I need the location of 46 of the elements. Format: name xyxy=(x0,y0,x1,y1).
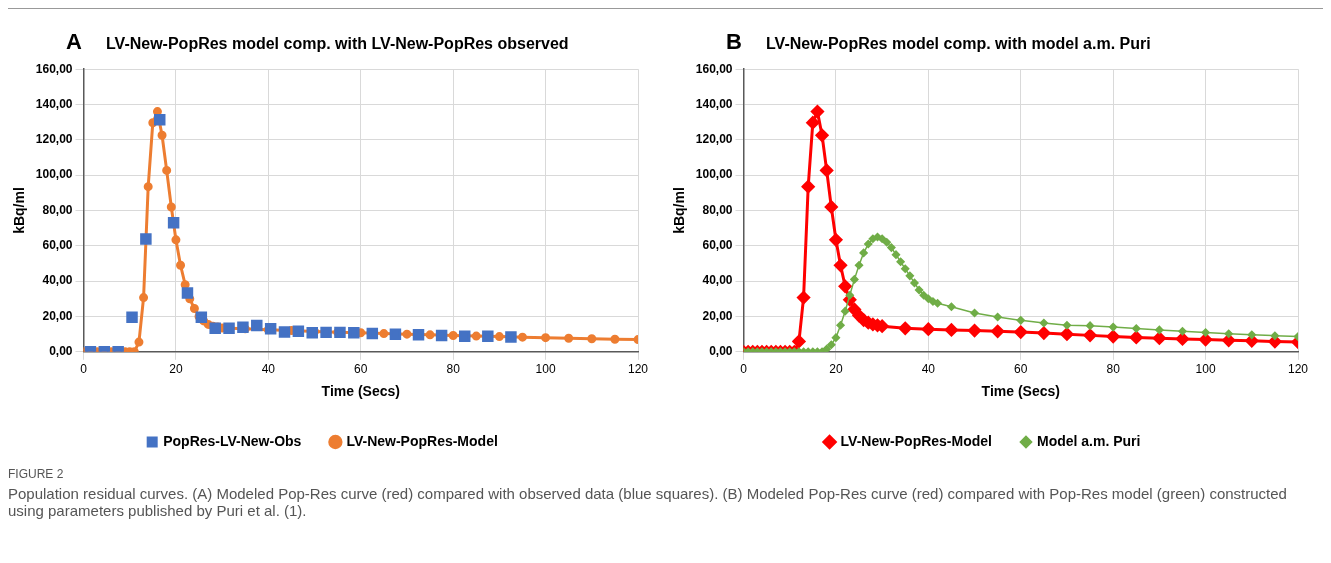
text: B xyxy=(726,29,743,55)
y-tick-label: 140,00 xyxy=(35,96,73,111)
y-tick-label: 20,00 xyxy=(42,308,73,323)
x-tick-label: 120 xyxy=(627,362,649,377)
y-tick-label: 120,00 xyxy=(695,132,733,147)
y-tick-label: 40,00 xyxy=(42,273,73,288)
text: A xyxy=(66,29,83,55)
y-tick-label: 80,00 xyxy=(702,202,733,217)
y-tick-label: 40,00 xyxy=(702,273,733,288)
x-tick-label: 40 xyxy=(921,362,936,377)
y-tick-label: 160,00 xyxy=(695,61,733,76)
x-axis-title: Time (Secs) xyxy=(321,383,400,400)
x-tick-label: 80 xyxy=(1106,362,1121,377)
chart-title: LV-New-PopRes model comp. with model a.m. Puri xyxy=(766,35,1151,53)
y-tick-label: 60,00 xyxy=(42,238,73,253)
y-tick-label: 60,00 xyxy=(702,238,733,253)
y-tick-label: 0,00 xyxy=(709,344,733,359)
chart-title: LV-New-PopRes model comp. with LV-New-PopRes observed xyxy=(106,35,569,53)
legend-label: Model a.m. Puri xyxy=(1036,432,1141,449)
y-tick-label: 100,00 xyxy=(35,167,73,182)
x-tick-label: 80 xyxy=(446,362,461,377)
y-axis-title: kBq/ml xyxy=(11,187,28,234)
legend-label: PopRes-LV-New-Obs xyxy=(163,432,302,449)
x-tick-label: 100 xyxy=(1195,362,1216,377)
x-tick-label: 0 xyxy=(740,362,748,377)
text: Population residual curves. (A) Modeled Pop-Res curve (red) compared with observed data (blue squares). (B) Modeled Pop-Res curve (red) compared with Pop-Res model (green) constructed using parameters published by Puri et al. (1). xyxy=(8,485,1288,519)
y-tick-label: 20,00 xyxy=(702,308,733,323)
y-tick-label: 100,00 xyxy=(695,167,733,182)
y-tick-label: 120,00 xyxy=(35,132,73,147)
caption: FIGURE 2 xyxy=(8,467,65,481)
x-tick-label: 60 xyxy=(354,362,368,377)
legend-label: LV-New-PopRes-Model xyxy=(840,432,992,449)
y-tick-label: 80,00 xyxy=(42,202,73,217)
x-axis-title: Time (Secs) xyxy=(981,383,1060,400)
x-tick-label: 60 xyxy=(1014,362,1028,377)
x-tick-label: 100 xyxy=(535,362,556,377)
y-tick-label: 160,00 xyxy=(35,61,73,76)
x-tick-label: 40 xyxy=(261,362,276,377)
x-tick-label: 0 xyxy=(80,362,88,377)
x-tick-label: 120 xyxy=(1287,362,1309,377)
y-tick-label: 140,00 xyxy=(695,96,733,111)
x-tick-label: 20 xyxy=(829,362,843,377)
x-tick-label: 20 xyxy=(169,362,183,377)
legend-label: LV-New-PopRes-Model xyxy=(346,432,498,449)
y-tick-label: 0,00 xyxy=(49,344,73,359)
y-axis-title: kBq/ml xyxy=(671,187,688,234)
